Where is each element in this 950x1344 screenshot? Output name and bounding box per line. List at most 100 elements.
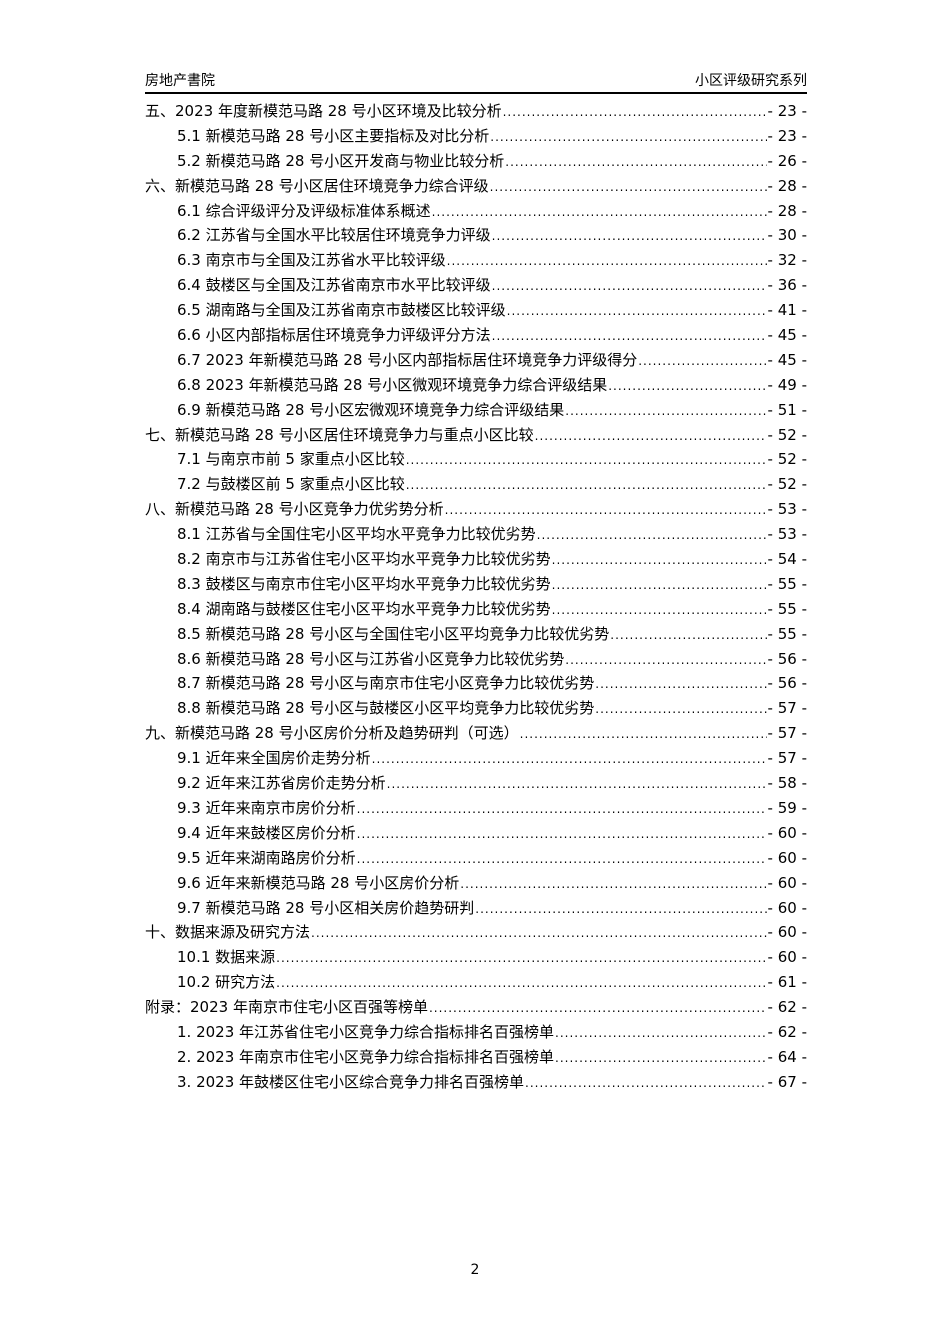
toc-entry-page: - 53 - (767, 525, 807, 544)
toc-entry-page: - 30 - (767, 226, 807, 245)
toc-entry-title: 8.4 湖南路与鼓楼区住宅小区平均水平竞争力比较优劣势 (177, 599, 551, 618)
toc-entry-page: - 60 - (767, 823, 807, 842)
toc-entry-title: 7.2 与鼓楼区前 5 家重点小区比较 (177, 475, 405, 494)
dot-leader (505, 150, 766, 175)
toc-entry[interactable]: 6.8 2023 年新模范马路 28 号小区微观环境竞争力综合评级结果 - 49 … (145, 373, 807, 398)
toc-entry[interactable]: 10.1 数据来源 - 60 - (145, 945, 807, 970)
toc-entry-page: - 61 - (767, 973, 807, 992)
toc-entry[interactable]: 8.3 鼓楼区与南京市住宅小区平均水平竞争力比较优劣势 - 55 - (145, 572, 807, 597)
toc-entry-page: - 60 - (767, 948, 807, 967)
toc-entry-page: - 60 - (767, 898, 807, 917)
header-left: 房地产書院 (145, 73, 215, 89)
dot-leader (552, 573, 767, 598)
toc-entry[interactable]: 六、新模范马路 28 号小区居住环境竞争力综合评级 - 28 - (145, 174, 807, 199)
toc-entry-page: - 36 - (767, 276, 807, 295)
toc-entry-page: - 59 - (767, 798, 807, 817)
page-number: 2 (470, 1262, 480, 1278)
toc-entry[interactable]: 9.7 新模范马路 28 号小区相关房价趋势研判 - 60 - (145, 896, 807, 921)
toc-entry[interactable]: 五、2023 年度新模范马路 28 号小区环境及比较分析 - 23 - (145, 99, 807, 124)
toc-entry-title: 8.7 新模范马路 28 号小区与南京市住宅小区竞争力比较优劣势 (177, 674, 595, 693)
toc-entry-page: - 41 - (767, 301, 807, 320)
dot-leader (503, 100, 767, 125)
toc-entry-title: 9.2 近年来江苏省房价走势分析 (177, 774, 386, 793)
toc-entry[interactable]: 8.8 新模范马路 28 号小区与鼓楼区小区平均竞争力比较优劣势 - 57 - (145, 696, 807, 721)
toc-entry-title: 9.6 近年来新模范马路 28 号小区房价分析 (177, 873, 460, 892)
toc-entry[interactable]: 5.1 新模范马路 28 号小区主要指标及对比分析 - 23 - (145, 124, 807, 149)
toc-entry-title: 十、数据来源及研究方法 (145, 923, 311, 942)
toc-entry-page: - 57 - (767, 724, 807, 743)
toc-entry[interactable]: 6.9 新模范马路 28 号小区宏微观环境竞争力综合评级结果 - 51 - (145, 398, 807, 423)
dot-leader (432, 200, 767, 225)
dot-leader (608, 374, 766, 399)
toc-entry[interactable]: 附录：2023 年南京市住宅小区百强等榜单 - 62 - (145, 995, 807, 1020)
dot-leader (357, 847, 767, 872)
toc-entry-title: 1. 2023 年江苏省住宅小区竞争力综合指标排名百强榜单 (177, 1022, 555, 1041)
toc-entry[interactable]: 八、新模范马路 28 号小区竞争力优劣势分析 - 53 - (145, 497, 807, 522)
toc-entry[interactable]: 8.5 新模范马路 28 号小区与全国住宅小区平均竞争力比较优劣势 - 55 - (145, 622, 807, 647)
dot-leader (357, 822, 767, 847)
toc-entry-page: - 54 - (767, 550, 807, 569)
toc-entry-page: - 55 - (767, 599, 807, 618)
toc-entry[interactable]: 6.4 鼓楼区与全国及江苏省南京市水平比较评级 - 36 - (145, 273, 807, 298)
dot-leader (492, 224, 767, 249)
toc-entry-title: 6.1 综合评级评分及评级标准体系概述 (177, 201, 431, 220)
toc-entry-title: 8.8 新模范马路 28 号小区与鼓楼区小区平均竞争力比较优劣势 (177, 699, 595, 718)
dot-leader (638, 349, 766, 374)
dot-leader (311, 921, 767, 946)
toc-entry[interactable]: 8.4 湖南路与鼓楼区住宅小区平均水平竞争力比较优劣势 - 55 - (145, 597, 807, 622)
toc-entry-page: - 57 - (767, 749, 807, 768)
toc-entry[interactable]: 8.2 南京市与江苏省住宅小区平均水平竞争力比较优劣势 - 54 - (145, 547, 807, 572)
dot-leader (595, 697, 766, 722)
page-header: 房地产書院 小区评级研究系列 (145, 66, 807, 94)
table-of-contents: 五、2023 年度新模范马路 28 号小区环境及比较分析- 23 -5.1 新模… (145, 99, 807, 1095)
toc-entry-title: 附录：2023 年南京市住宅小区百强等榜单 (145, 998, 428, 1017)
toc-entry-page: - 55 - (767, 574, 807, 593)
toc-entry-title: 五、2023 年度新模范马路 28 号小区环境及比较分析 (145, 102, 502, 120)
toc-entry[interactable]: 6.6 小区内部指标居住环境竞争力评级评分方法 - 45 - (145, 323, 807, 348)
toc-entry[interactable]: 8.6 新模范马路 28 号小区与江苏省小区竞争力比较优劣势 - 56 - (145, 647, 807, 672)
toc-entry[interactable]: 9.6 近年来新模范马路 28 号小区房价分析 - 60 - (145, 871, 807, 896)
toc-entry[interactable]: 9.5 近年来湖南路房价分析 - 60 - (145, 846, 807, 871)
toc-entry[interactable]: 8.1 江苏省与全国住宅小区平均水平竞争力比较优劣势 - 53 - (145, 522, 807, 547)
toc-entry-page: - 45 - (767, 326, 807, 345)
toc-entry[interactable]: 6.7 2023 年新模范马路 28 号小区内部指标居住环境竞争力评级得分 - 4… (145, 348, 807, 373)
header-right: 小区评级研究系列 (695, 73, 807, 89)
toc-entry[interactable]: 七、新模范马路 28 号小区居住环境竞争力与重点小区比较 - 52 - (145, 423, 807, 448)
toc-entry[interactable]: 九、新模范马路 28 号小区房价分析及趋势研判（可选） - 57 - (145, 721, 807, 746)
toc-entry-page: - 52 - (767, 475, 807, 494)
toc-entry[interactable]: 8.7 新模范马路 28 号小区与南京市住宅小区竞争力比较优劣势 - 56 - (145, 671, 807, 696)
dot-leader (537, 523, 767, 548)
toc-entry-title: 8.5 新模范马路 28 号小区与全国住宅小区平均竞争力比较优劣势 (177, 624, 610, 643)
toc-entry[interactable]: 6.2 江苏省与全国水平比较居住环境竞争力评级 - 30 - (145, 223, 807, 248)
toc-entry[interactable]: 10.2 研究方法 - 61 - (145, 970, 807, 995)
toc-entry[interactable]: 7.2 与鼓楼区前 5 家重点小区比较 - 52 - (145, 472, 807, 497)
toc-entry-page: - 56 - (767, 649, 807, 668)
toc-entry-page: - 62 - (767, 998, 807, 1017)
dot-leader (565, 399, 766, 424)
dot-leader (447, 249, 767, 274)
toc-entry[interactable]: 6.1 综合评级评分及评级标准体系概述 - 28 - (145, 199, 807, 224)
toc-entry[interactable]: 6.3 南京市与全国及江苏省水平比较评级 - 32 - (145, 248, 807, 273)
toc-entry[interactable]: 7.1 与南京市前 5 家重点小区比较 - 52 - (145, 447, 807, 472)
dot-leader (535, 424, 767, 449)
toc-entry-title: 8.2 南京市与江苏省住宅小区平均水平竞争力比较优劣势 (177, 550, 551, 569)
dot-leader (387, 772, 767, 797)
toc-entry-page: - 60 - (767, 873, 807, 892)
toc-entry[interactable]: 1. 2023 年江苏省住宅小区竞争力综合指标排名百强榜单 - 62 - (145, 1020, 807, 1045)
toc-entry[interactable]: 3. 2023 年鼓楼区住宅小区综合竞争力排名百强榜单 - 67 - (145, 1070, 807, 1095)
toc-entry-page: - 57 - (767, 699, 807, 718)
toc-entry[interactable]: 9.2 近年来江苏省房价走势分析 - 58 - (145, 771, 807, 796)
dot-leader (525, 1071, 767, 1096)
dot-leader (492, 274, 767, 299)
toc-entry[interactable]: 2. 2023 年南京市住宅小区竞争力综合指标排名百强榜单 - 64 - (145, 1045, 807, 1070)
toc-entry-title: 6.3 南京市与全国及江苏省水平比较评级 (177, 251, 446, 270)
toc-entry[interactable]: 6.5 湖南路与全国及江苏省南京市鼓楼区比较评级 - 41 - (145, 298, 807, 323)
toc-entry[interactable]: 9.3 近年来南京市房价分析 - 59 - (145, 796, 807, 821)
dot-leader (475, 897, 766, 922)
toc-entry-page: - 23 - (767, 126, 807, 145)
toc-entry[interactable]: 十、数据来源及研究方法 - 60 - (145, 920, 807, 945)
toc-entry[interactable]: 5.2 新模范马路 28 号小区开发商与物业比较分析 - 26 - (145, 149, 807, 174)
toc-entry-title: 8.1 江苏省与全国住宅小区平均水平竞争力比较优劣势 (177, 525, 536, 544)
toc-entry[interactable]: 9.1 近年来全国房价走势分析 - 57 - (145, 746, 807, 771)
toc-entry[interactable]: 9.4 近年来鼓楼区房价分析 - 60 - (145, 821, 807, 846)
